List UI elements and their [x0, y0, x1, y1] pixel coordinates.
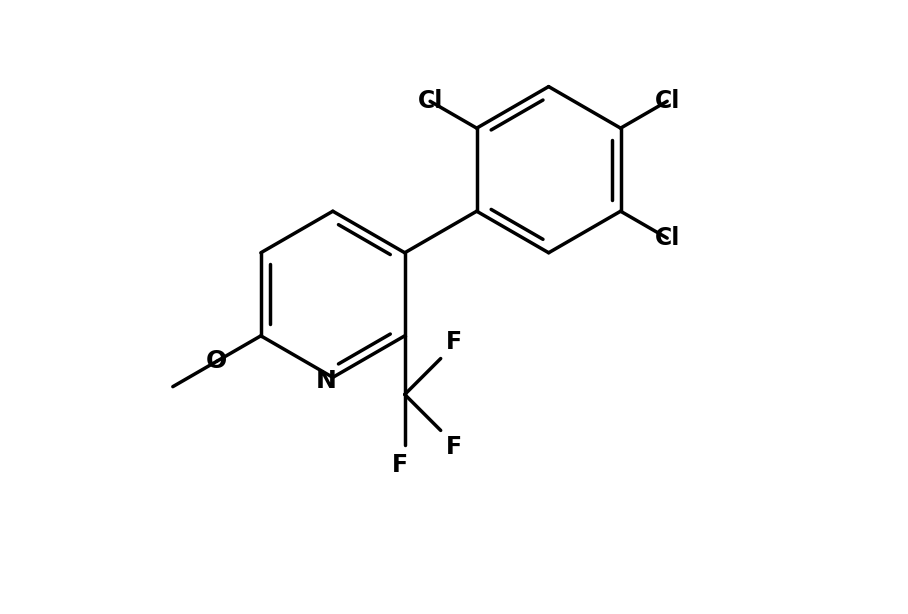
Text: Cl: Cl	[418, 89, 443, 113]
Text: Cl: Cl	[655, 89, 680, 113]
Text: Cl: Cl	[655, 226, 680, 250]
Text: F: F	[392, 453, 408, 477]
Text: O: O	[206, 349, 228, 373]
Text: N: N	[315, 369, 336, 394]
Text: F: F	[446, 330, 461, 354]
Text: F: F	[446, 435, 461, 459]
